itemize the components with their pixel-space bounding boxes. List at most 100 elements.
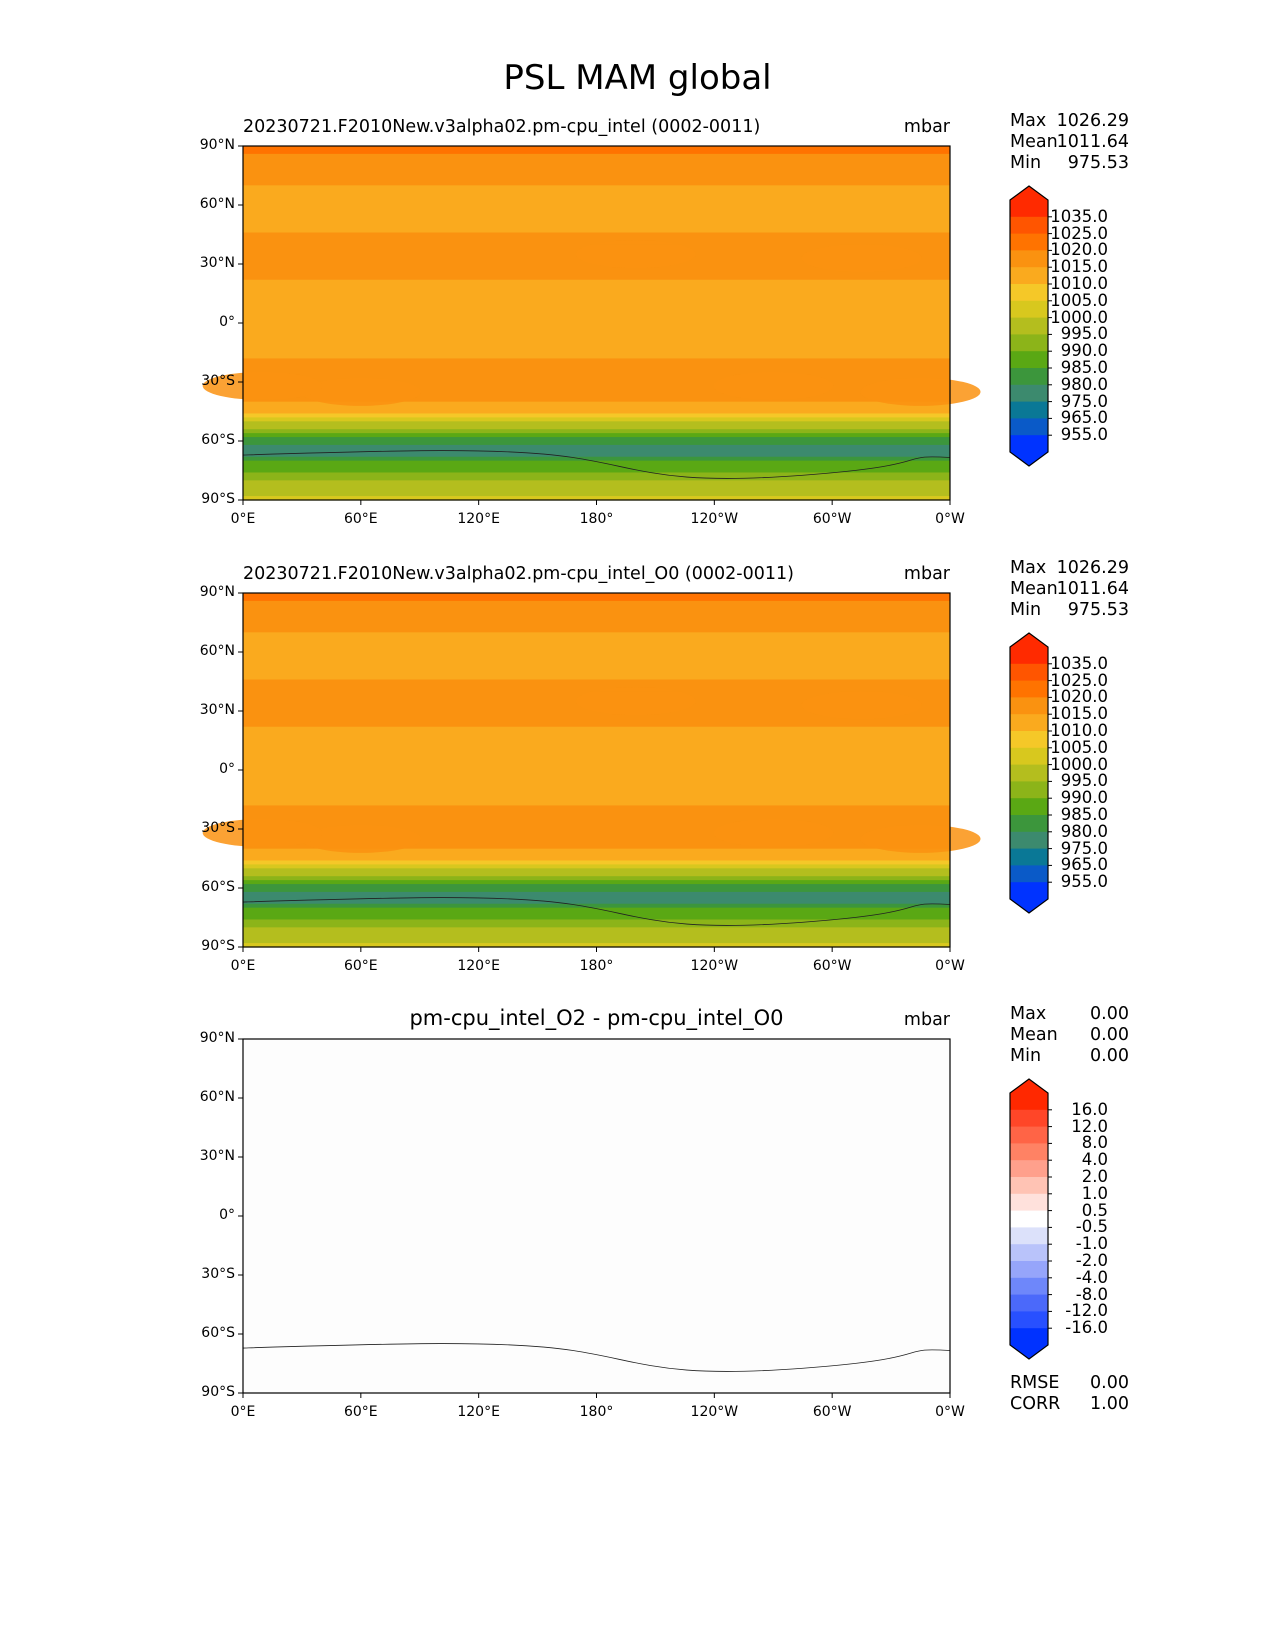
colorbar-segment	[1010, 1261, 1048, 1279]
y-tick-label: 60°N	[199, 1089, 235, 1105]
field-band	[243, 888, 950, 893]
colorbar-segment	[1010, 747, 1048, 766]
field-band	[243, 667, 950, 673]
y-tick-label: 90°N	[199, 1030, 235, 1046]
high-pressure-region	[860, 824, 981, 853]
field-band	[243, 777, 950, 783]
colorbar-segment	[1010, 1210, 1048, 1228]
field-band	[243, 146, 950, 151]
colorbar-segment	[1010, 865, 1048, 883]
colorbar-outline	[1009, 185, 1049, 467]
rmse-label: RMSE	[1010, 1373, 1060, 1393]
field-band	[243, 287, 950, 293]
field-band	[243, 813, 950, 818]
corr-value: 1.00	[1090, 1394, 1129, 1414]
field-band	[243, 880, 950, 885]
field-band	[243, 636, 950, 641]
colorbar-segment	[1010, 1143, 1048, 1161]
colorbar-label: 16.0	[1071, 1099, 1108, 1119]
colorbar-label: 1015.0	[1050, 704, 1108, 724]
colorbar-label: 1000.0	[1050, 307, 1108, 327]
x-tick-label: 120°W	[690, 511, 739, 527]
colorbar-segment	[1010, 764, 1048, 782]
y-tick-label: 60°S	[201, 879, 235, 895]
colorbar-segment	[1010, 647, 1048, 665]
x-tick-label: 60°E	[343, 511, 378, 527]
field-band	[243, 836, 950, 842]
colorbar-label: 8.0	[1081, 1133, 1108, 1153]
units-label: mbar	[903, 117, 950, 137]
field-band	[243, 240, 950, 245]
colorbar-segment	[1010, 300, 1048, 319]
colorbar-segment	[1010, 334, 1048, 352]
field-band	[243, 675, 950, 681]
colorbar-extend-min	[1010, 1345, 1048, 1359]
x-tick-label: 0°E	[230, 511, 256, 527]
field-band	[243, 891, 950, 897]
colorbar-label: 955.0	[1060, 872, 1108, 892]
field-band	[243, 409, 950, 415]
field-band	[243, 342, 950, 348]
panel-title: 20230721.F2010New.v3alpha02.pm-cpu_intel…	[243, 117, 761, 137]
stat-value-max: 1026.29	[1056, 111, 1129, 131]
field-band	[243, 939, 950, 944]
colorbar-extend-min	[1010, 452, 1048, 466]
colorbar-segment	[1010, 1328, 1048, 1346]
colorbar-segment	[1010, 697, 1048, 715]
field-band	[243, 275, 950, 281]
field-band	[243, 169, 950, 175]
high-pressure-region	[575, 687, 696, 716]
field-band	[243, 844, 950, 850]
stat-label-min: Min	[1010, 1046, 1042, 1066]
field-band	[243, 730, 950, 736]
field-band	[243, 884, 950, 889]
colorbar-label: 985.0	[1060, 805, 1108, 824]
field-band	[243, 616, 950, 622]
field-band	[243, 205, 950, 210]
field-band	[243, 911, 950, 917]
field-band	[243, 671, 950, 677]
field-band	[243, 228, 950, 234]
field-band	[243, 655, 950, 661]
field-band	[243, 648, 950, 653]
colorbar-label: -4.0	[1075, 1267, 1108, 1287]
field-band	[243, 659, 950, 665]
field-band	[243, 330, 950, 336]
field-band	[243, 797, 950, 803]
field-band	[243, 781, 950, 787]
colorbar-label: 965.0	[1060, 855, 1108, 875]
stat-value-mean: 1011.64	[1056, 579, 1129, 599]
y-tick-label: 90°S	[201, 938, 235, 954]
x-tick-label: 120°E	[457, 511, 500, 527]
colorbar-label: 985.0	[1060, 358, 1108, 377]
y-tick-label: 60°S	[201, 1325, 235, 1341]
colorbar-segment	[1010, 233, 1048, 251]
high-pressure-region	[713, 371, 834, 400]
field-band	[243, 770, 950, 775]
field-band	[243, 718, 950, 724]
field-band	[243, 593, 950, 598]
y-tick-label: 30°N	[199, 702, 235, 718]
colorbar-label: -0.5	[1075, 1217, 1108, 1237]
field-band	[243, 299, 950, 304]
colorbar-label: 0.5	[1081, 1200, 1108, 1220]
field-band	[243, 492, 950, 497]
colorbar-label: 980.0	[1060, 821, 1108, 841]
field-band	[243, 766, 950, 771]
field-band	[243, 840, 950, 846]
field-band	[243, 683, 950, 688]
panel-title: 20230721.F2010New.v3alpha02.pm-cpu_intel…	[243, 564, 794, 584]
field-band	[243, 604, 950, 610]
y-tick-label: 30°S	[201, 373, 235, 389]
colorbar-segment	[1010, 848, 1048, 866]
field-band	[243, 488, 950, 493]
high-pressure-region	[801, 244, 922, 273]
x-tick-label: 60°W	[812, 511, 852, 527]
field-band	[243, 165, 950, 171]
colorbar-segment	[1010, 781, 1048, 799]
colorbar-extend-max	[1010, 633, 1048, 647]
field-band	[243, 161, 950, 167]
colorbar-segment	[1010, 351, 1048, 369]
coastline	[242, 450, 951, 479]
field-band	[243, 801, 950, 806]
